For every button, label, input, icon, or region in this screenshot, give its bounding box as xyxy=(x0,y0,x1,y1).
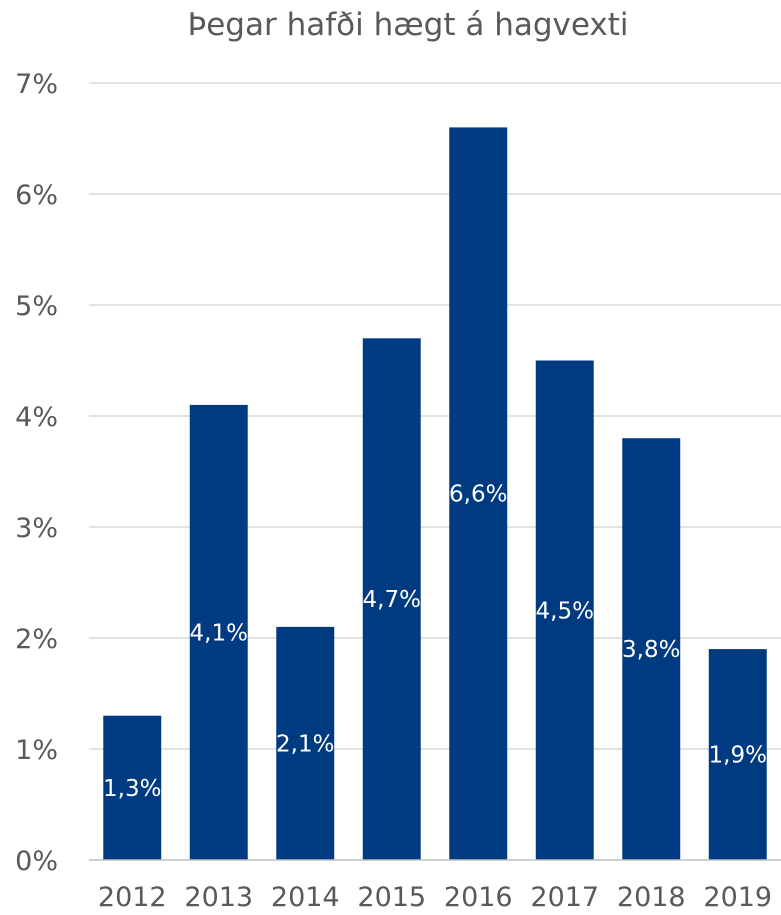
bars xyxy=(103,127,767,860)
x-tick-label: 2015 xyxy=(357,882,426,913)
y-tick-label: 5% xyxy=(15,291,58,322)
y-axis-ticks: 0% 1% 2% 3% 4% 5% 6% 7% xyxy=(15,69,58,877)
y-tick-label: 6% xyxy=(15,180,58,211)
data-label-2019: 1,9% xyxy=(709,743,767,769)
x-tick-label: 2012 xyxy=(98,882,167,913)
data-label-2012: 1,3% xyxy=(103,776,161,802)
bar-2018 xyxy=(622,438,681,860)
y-tick-label: 0% xyxy=(15,846,58,877)
data-labels: 1,3% 4,1% 2,1% 4,7% 6,6% 4,5% 3,8% 1,9% xyxy=(103,482,767,802)
x-tick-label: 2018 xyxy=(617,882,686,913)
bar-2012 xyxy=(103,715,162,860)
chart-title: Þegar hafði hægt á hagvexti xyxy=(187,7,628,43)
x-tick-label: 2019 xyxy=(703,882,772,913)
y-tick-label: 7% xyxy=(15,69,58,100)
bar-2016 xyxy=(449,127,508,860)
bar-2015 xyxy=(362,338,421,860)
data-label-2018: 3,8% xyxy=(622,637,680,663)
bar-2013 xyxy=(189,404,248,860)
y-tick-label: 2% xyxy=(15,624,58,655)
data-label-2015: 4,7% xyxy=(363,587,421,613)
bar-2017 xyxy=(535,360,594,860)
x-tick-label: 2014 xyxy=(271,882,340,913)
data-label-2016: 6,6% xyxy=(449,482,507,508)
x-tick-label: 2013 xyxy=(184,882,253,913)
x-tick-label: 2016 xyxy=(444,882,513,913)
y-tick-label: 1% xyxy=(15,735,58,766)
data-label-2014: 2,1% xyxy=(276,731,334,757)
y-tick-label: 4% xyxy=(15,402,58,433)
bar-2014 xyxy=(276,626,335,860)
x-tick-label: 2017 xyxy=(530,882,599,913)
data-label-2013: 4,1% xyxy=(190,620,248,646)
data-label-2017: 4,5% xyxy=(536,598,594,624)
bar-2019 xyxy=(708,649,767,860)
y-tick-label: 3% xyxy=(15,513,58,544)
x-axis-ticks: 2012 2013 2014 2015 2016 2017 2018 2019 xyxy=(98,882,772,913)
